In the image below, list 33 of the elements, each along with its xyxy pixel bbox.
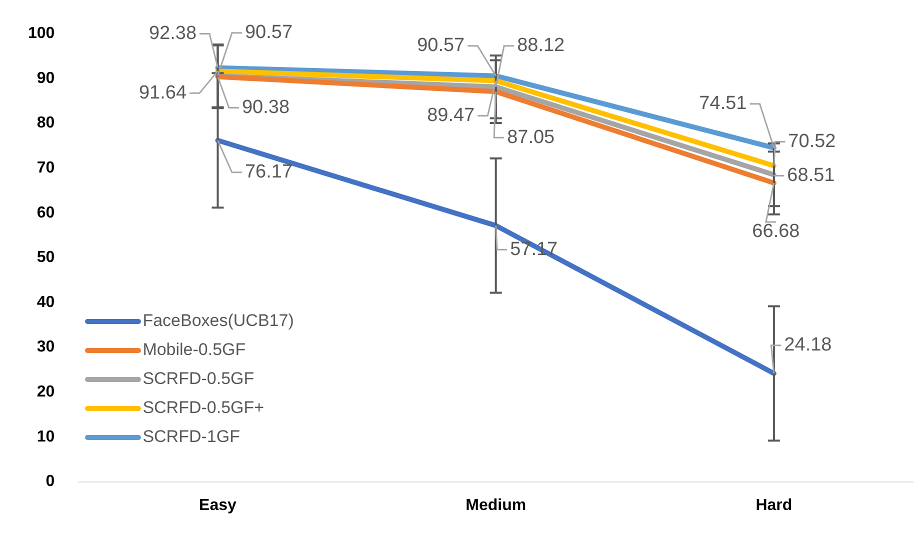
x-tick-label: Medium [466,496,526,514]
y-tick-label: 90 [36,70,55,87]
legend-label: Mobile-0.5GF [142,340,246,360]
data-label: 24.18 [784,334,832,356]
data-label: 90.57 [244,22,293,44]
data-label: 87.05 [507,126,555,148]
data-label: 89.47 [427,105,475,126]
data-label: 76.17 [244,162,293,183]
y-tick-label: 80 [36,114,55,132]
data-label: 66.68 [752,221,800,242]
y-tick-label: 20 [36,384,55,401]
legend-label: FaceBoxes(UCB17) [142,311,294,332]
data-label: 68.51 [787,164,835,186]
y-tick-label: 40 [36,294,55,311]
data-label: 92.38 [148,22,197,44]
y-tick-label: 10 [36,428,55,446]
data-label: 91.64 [138,82,187,104]
y-tick-label: 30 [36,338,55,356]
y-tick-label: 0 [46,473,55,490]
legend-label: SCRFD-1GF [142,427,240,448]
y-tick-label: 70 [36,159,55,176]
x-tick-label: Hard [756,496,792,514]
data-label: 88.12 [517,35,565,56]
y-tick-label: 60 [36,204,55,222]
legend-label: SCRFD-0.5GF+ [142,398,264,418]
data-label: 74.51 [699,93,747,114]
legend-label: SCRFD-0.5GF [142,369,254,390]
y-tick-label: 100 [28,25,55,42]
y-tick-label: 50 [36,249,55,266]
data-label: 70.52 [788,130,836,152]
x-tick-label: Easy [199,496,237,514]
data-label: 90.38 [242,96,290,118]
data-label: 90.57 [417,35,465,56]
